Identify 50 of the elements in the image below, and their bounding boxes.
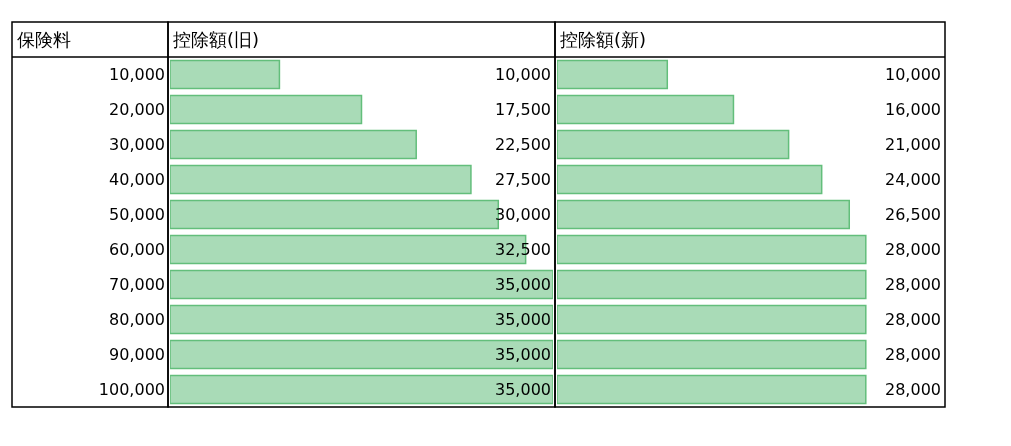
data-label: 35,000: [495, 310, 551, 329]
bar: [170, 59, 281, 90]
y-tick-label: 40,000: [109, 170, 165, 190]
data-label: 32,500: [495, 240, 551, 259]
y-tick-label: 20,000: [109, 100, 165, 120]
chart-title: 控除額(旧): [173, 29, 260, 50]
data-label: 27,500: [495, 170, 551, 189]
bar: [557, 199, 851, 230]
data-label: 24,000: [885, 170, 941, 189]
data-label: 10,000: [495, 65, 551, 84]
y-axis-title: 保険料: [17, 29, 71, 50]
y-tick-label: 30,000: [109, 135, 165, 155]
bar: [557, 129, 790, 160]
bar: [557, 164, 823, 195]
bar: [170, 129, 417, 160]
bar: [557, 234, 867, 265]
bar: [557, 374, 867, 405]
bar: [170, 269, 553, 300]
data-label: 22,500: [495, 135, 551, 154]
bar: [170, 94, 363, 125]
chart-title: 控除額(新): [560, 29, 647, 50]
bar: [557, 269, 867, 300]
data-label: 28,000: [885, 380, 941, 399]
data-label: 28,000: [885, 345, 941, 364]
bar: [170, 339, 553, 370]
bar: [557, 59, 669, 90]
data-label: 17,500: [495, 100, 551, 119]
data-label: 35,000: [495, 345, 551, 364]
data-label: 21,000: [885, 135, 941, 154]
y-tick-label: 90,000: [109, 345, 165, 365]
data-label: 10,000: [885, 65, 941, 84]
y-tick-label: 80,000: [109, 310, 165, 330]
data-label: 26,500: [885, 205, 941, 224]
bar: [557, 304, 867, 335]
data-label: 28,000: [885, 275, 941, 294]
data-label: 28,000: [885, 240, 941, 259]
bar: [170, 164, 472, 195]
bar: [557, 94, 735, 125]
data-label: 35,000: [495, 275, 551, 294]
y-tick-label: 70,000: [109, 275, 165, 295]
y-tick-label: 10,000: [109, 65, 165, 85]
y-tick-label: 50,000: [109, 205, 165, 225]
bar: [170, 374, 553, 405]
y-tick-label: 60,000: [109, 240, 165, 260]
bar: [557, 339, 867, 370]
data-label: 28,000: [885, 310, 941, 329]
data-label: 35,000: [495, 380, 551, 399]
data-label: 16,000: [885, 100, 941, 119]
y-tick-label: 100,000: [98, 380, 165, 400]
bar: [170, 304, 553, 335]
